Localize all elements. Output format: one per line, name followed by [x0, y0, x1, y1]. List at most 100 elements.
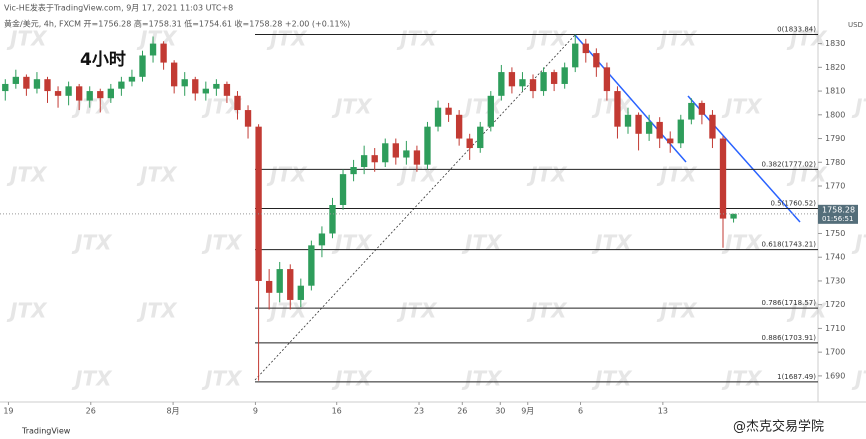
- watermark: JTX: [136, 27, 178, 51]
- candle-body: [677, 119, 684, 144]
- y-tick-label: 1830: [825, 39, 845, 48]
- candle-body: [624, 114, 632, 127]
- last-price: 1758.28: [822, 205, 855, 214]
- x-tick-label: 6: [578, 407, 583, 416]
- watermark: JTX: [851, 231, 866, 255]
- watermark: JTX: [656, 27, 698, 51]
- candle-body: [498, 72, 505, 96]
- watermark: JTX: [136, 299, 178, 323]
- trend-line: [687, 95, 801, 223]
- candle-body: [192, 79, 199, 94]
- y-tick-label: 1710: [825, 324, 845, 333]
- watermark: JTX: [266, 299, 308, 323]
- watermark: JTX: [786, 299, 828, 323]
- y-tick-label: 1810: [825, 87, 845, 96]
- candle-body: [698, 102, 706, 115]
- watermark: JTX: [266, 27, 308, 51]
- watermark: JTX: [396, 27, 438, 51]
- x-tick-label: 9: [253, 407, 258, 416]
- watermark: JTX: [591, 95, 633, 119]
- fib-label: 0.382(1777.02): [762, 160, 817, 168]
- candle-body: [593, 53, 600, 68]
- candle-body: [434, 107, 442, 127]
- fib-label: 0.5(1760.52): [770, 200, 816, 208]
- candle-body: [540, 72, 547, 92]
- watermark: JTX: [71, 231, 113, 255]
- last-price-box: [818, 204, 858, 224]
- watermark: JTX: [786, 163, 828, 187]
- candle-body: [202, 88, 209, 94]
- watermark: JTX: [461, 367, 503, 391]
- x-tick-label: 13: [658, 407, 668, 416]
- y-tick-label: 1790: [825, 134, 845, 143]
- candle-body: [614, 91, 621, 127]
- candle-body: [603, 67, 611, 92]
- fib-trend-line: [254, 34, 576, 381]
- candle-body: [667, 138, 674, 144]
- candle-body: [308, 245, 315, 286]
- candle-body: [582, 43, 589, 54]
- candle-body: [2, 83, 9, 92]
- candle-body: [234, 95, 241, 111]
- watermarks: JTX JTX JTX JTX JTX JTX JTX JTX JTX JTX JTX JTX JTX J…: [6, 27, 866, 391]
- fib-label: 1(1687.49): [777, 373, 816, 381]
- candle-body: [371, 155, 378, 163]
- y-tick-label: 1690: [825, 371, 845, 380]
- x-tick-label: 8月: [167, 407, 180, 416]
- y-tick-label: 1780: [825, 158, 845, 167]
- candle-body: [287, 269, 294, 300]
- x-tick-label: 19: [3, 407, 13, 416]
- watermark: JTX: [721, 95, 763, 119]
- candle-body: [487, 95, 494, 127]
- candle-body: [645, 121, 653, 134]
- watermark: JTX: [526, 299, 568, 323]
- watermark: JTX: [786, 27, 828, 51]
- watermark: JTX: [136, 163, 178, 187]
- candle-body: [297, 285, 304, 300]
- candle-body: [255, 126, 262, 281]
- legend: 黄金/美元, 4h, FXCM 开=1756.28 高=1758.31 低=17…: [4, 19, 350, 29]
- candle-body: [213, 83, 220, 89]
- candle-body: [635, 114, 642, 134]
- candle-body: [550, 72, 558, 84]
- watermark: JTX: [721, 367, 763, 391]
- candle-body: [656, 121, 663, 139]
- y-tick-label: 1750: [825, 229, 845, 238]
- watermark: JTX: [331, 95, 373, 119]
- credit: @杰克交易学院: [733, 419, 824, 435]
- candle-body: [508, 72, 516, 87]
- watermark: JTX: [526, 27, 568, 51]
- candle-body: [424, 126, 431, 165]
- candle-body: [730, 213, 737, 219]
- watermark: JTX: [461, 231, 503, 255]
- candle-body: [223, 83, 231, 96]
- candle-body: [33, 79, 41, 89]
- candle-body: [719, 138, 727, 219]
- y-tick-label: 1740: [825, 253, 845, 262]
- y-axis-unit: USD: [848, 21, 863, 29]
- candle-body: [44, 79, 51, 92]
- candle-body: [128, 76, 136, 82]
- y-tick-label: 1800: [825, 110, 845, 119]
- watermark: JTX: [266, 163, 308, 187]
- candle-body: [413, 150, 421, 165]
- watermark: JTX: [526, 163, 568, 187]
- watermark: JTX: [721, 231, 763, 255]
- candle-body: [12, 76, 19, 84]
- candle-body: [23, 76, 30, 89]
- candle-body: [139, 55, 146, 77]
- candle-body: [403, 150, 410, 158]
- candle-body: [107, 88, 114, 99]
- watermark: JTX: [201, 231, 243, 255]
- candle-body: [445, 107, 452, 115]
- watermark: JTX: [6, 299, 48, 323]
- candle-body: [265, 280, 273, 293]
- watermark: JTX: [6, 163, 48, 187]
- watermark: JTX: [331, 367, 373, 391]
- candle-body: [477, 126, 484, 149]
- watermark: JTX: [591, 231, 633, 255]
- candle-body: [392, 143, 399, 158]
- candle-body: [329, 205, 336, 234]
- candle-body: [339, 174, 347, 205]
